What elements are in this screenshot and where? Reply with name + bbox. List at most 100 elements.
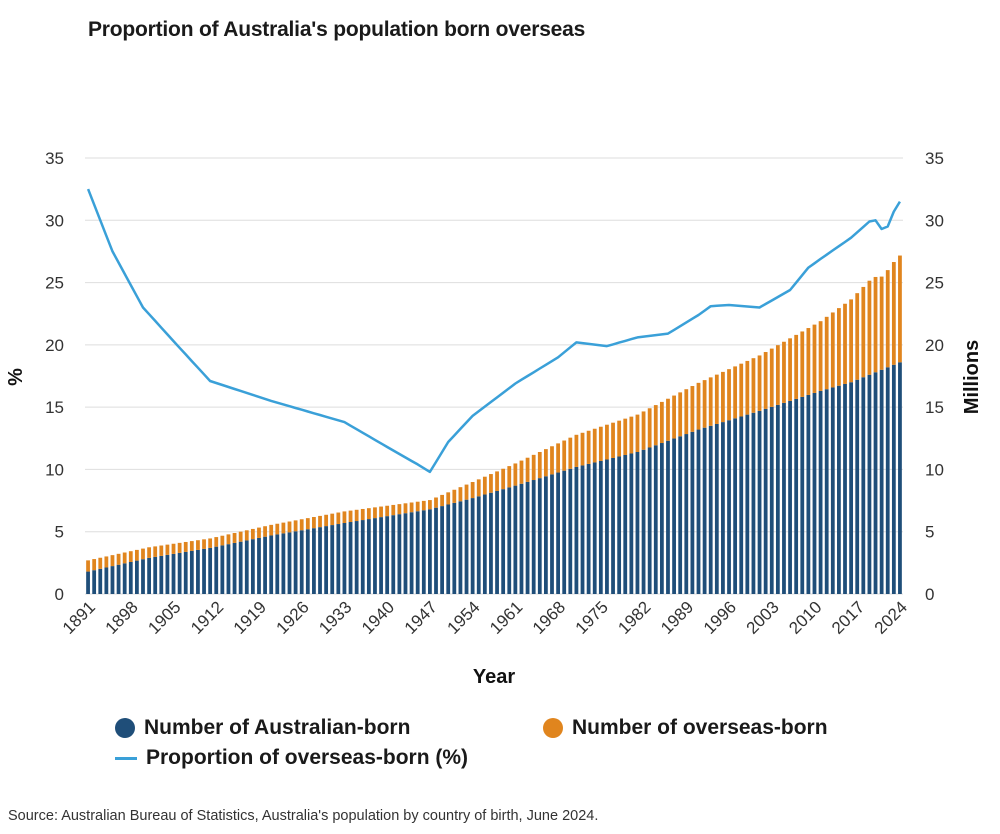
bar-overseas-born-2011: [818, 321, 823, 391]
bar-overseas-born-1894: [104, 556, 109, 568]
bar-overseas-born-1920: [263, 526, 267, 537]
bar-australian-born-1972: [580, 465, 585, 594]
bar-australian-born-1912: [214, 546, 219, 594]
bar-overseas-born-1968: [556, 443, 560, 473]
bar-australian-born-1957: [489, 492, 493, 594]
bar-overseas-born-1974: [592, 428, 597, 463]
bar-overseas-born-1940: [385, 505, 390, 517]
bar-overseas-born-1935: [354, 509, 359, 522]
bar-overseas-born-2008: [800, 331, 805, 397]
bar-overseas-born-1926: [299, 519, 304, 531]
x-tick-label: 1982: [614, 598, 654, 638]
bar-australian-born-1937: [366, 519, 371, 594]
bar-overseas-born-1967: [550, 446, 554, 475]
bar-australian-born-1953: [464, 499, 469, 594]
bar-overseas-born-1893: [98, 557, 103, 569]
bar-overseas-born-1939: [379, 506, 383, 518]
bar-australian-born-1931: [330, 525, 335, 594]
bar-australian-born-2012: [824, 389, 829, 594]
bar-australian-born-1928: [312, 528, 316, 594]
bar-australian-born-1988: [678, 436, 683, 594]
x-tick-label: 1919: [230, 598, 270, 638]
bar-australian-born-1926: [299, 530, 304, 594]
line-series: [86, 188, 901, 474]
bar-australian-born-1896: [116, 564, 121, 594]
bar-australian-born-2013: [830, 387, 835, 594]
bar-australian-born-1939: [379, 517, 383, 594]
bar-australian-born-1964: [531, 480, 536, 594]
bar-australian-born-1902: [153, 556, 158, 594]
legend-item-proportion[interactable]: Proportion of overseas-born (%): [115, 746, 468, 770]
bar-australian-born-1956: [482, 494, 487, 594]
bar-overseas-born-1944: [409, 502, 414, 513]
bar-australian-born-1915: [232, 542, 237, 594]
bar-overseas-born-1989: [684, 389, 689, 435]
legend-swatch-proportion: [115, 756, 137, 760]
bar-overseas-born-2003: [769, 348, 774, 407]
x-tick-label: 1954: [443, 598, 483, 638]
legend-item-overseas-born[interactable]: Number of overseas-born: [543, 716, 828, 740]
bar-australian-born-1914: [226, 544, 231, 594]
bar-australian-born-1986: [666, 440, 670, 594]
bar-australian-born-1935: [354, 521, 359, 594]
left-tick-label: 15: [45, 398, 64, 417]
bar-overseas-born-1961: [513, 463, 518, 486]
bar-overseas-born-1945: [415, 501, 420, 512]
bar-overseas-born-1949: [440, 494, 445, 507]
source-note: Source: Australian Bureau of Statistics,…: [8, 808, 599, 824]
bar-australian-born-1952: [458, 501, 463, 594]
right-tick-label: 35: [925, 149, 944, 168]
x-tick-label: 1912: [187, 598, 227, 638]
bar-australian-born-1901: [147, 557, 151, 594]
bar-australian-born-1898: [128, 561, 133, 594]
bar-overseas-born-1960: [507, 466, 512, 488]
bar-overseas-born-1931: [330, 513, 335, 526]
bar-overseas-born-1906: [177, 542, 182, 553]
bar-overseas-born-1964: [531, 454, 536, 481]
bar-australian-born-1983: [647, 447, 652, 594]
bar-overseas-born-2016: [849, 299, 854, 383]
bar-australian-born-1991: [696, 429, 701, 594]
bar-australian-born-1925: [293, 531, 298, 594]
bar-overseas-born-1914: [226, 534, 231, 545]
bar-overseas-born-2024: [898, 255, 902, 363]
bar-australian-born-1930: [324, 526, 329, 594]
bar-overseas-born-1999: [745, 360, 750, 415]
bar-overseas-born-1993: [708, 377, 713, 426]
bar-australian-born-1971: [574, 466, 579, 594]
bar-australian-born-1981: [635, 451, 640, 594]
bar-overseas-born-1987: [672, 395, 676, 439]
bar-australian-born-1936: [360, 520, 365, 594]
bar-australian-born-1982: [641, 449, 646, 594]
bar-overseas-born-1896: [116, 553, 121, 565]
bar-australian-born-1958: [495, 490, 499, 594]
bar-overseas-born-1942: [397, 504, 402, 515]
bar-australian-born-2019: [867, 374, 872, 594]
bar-australian-born-1894: [104, 567, 109, 594]
left-tick-label: 30: [45, 211, 64, 230]
bar-australian-born-1973: [586, 463, 591, 594]
bar-australian-born-2009: [806, 394, 811, 594]
bar-australian-born-2004: [775, 404, 780, 594]
bar-australian-born-2023: [891, 364, 896, 594]
bar-overseas-born-1977: [611, 422, 615, 458]
bar-australian-born-1924: [287, 532, 292, 594]
bar-overseas-born-1946: [421, 500, 426, 511]
legend-item-australian-born[interactable]: Number of Australian-born: [115, 716, 410, 740]
bar-overseas-born-1938: [373, 507, 377, 519]
bar-australian-born-1948: [434, 507, 438, 594]
x-tick-label: 1933: [315, 598, 355, 638]
bar-overseas-born-2009: [806, 328, 811, 395]
bar-overseas-born-1955: [476, 479, 481, 497]
legend-swatch-australian-born: [115, 718, 135, 738]
bar-overseas-born-1898: [128, 551, 133, 562]
bar-australian-born-2016: [849, 382, 854, 594]
bar-australian-born-2022: [885, 367, 890, 594]
bar-australian-born-1909: [196, 549, 200, 594]
bar-australian-born-1947: [428, 509, 432, 594]
bar-overseas-born-1970: [568, 437, 573, 469]
bar-overseas-born-1892: [92, 559, 97, 571]
bar-overseas-born-1909: [196, 540, 200, 550]
bar-overseas-born-2020: [873, 276, 878, 373]
